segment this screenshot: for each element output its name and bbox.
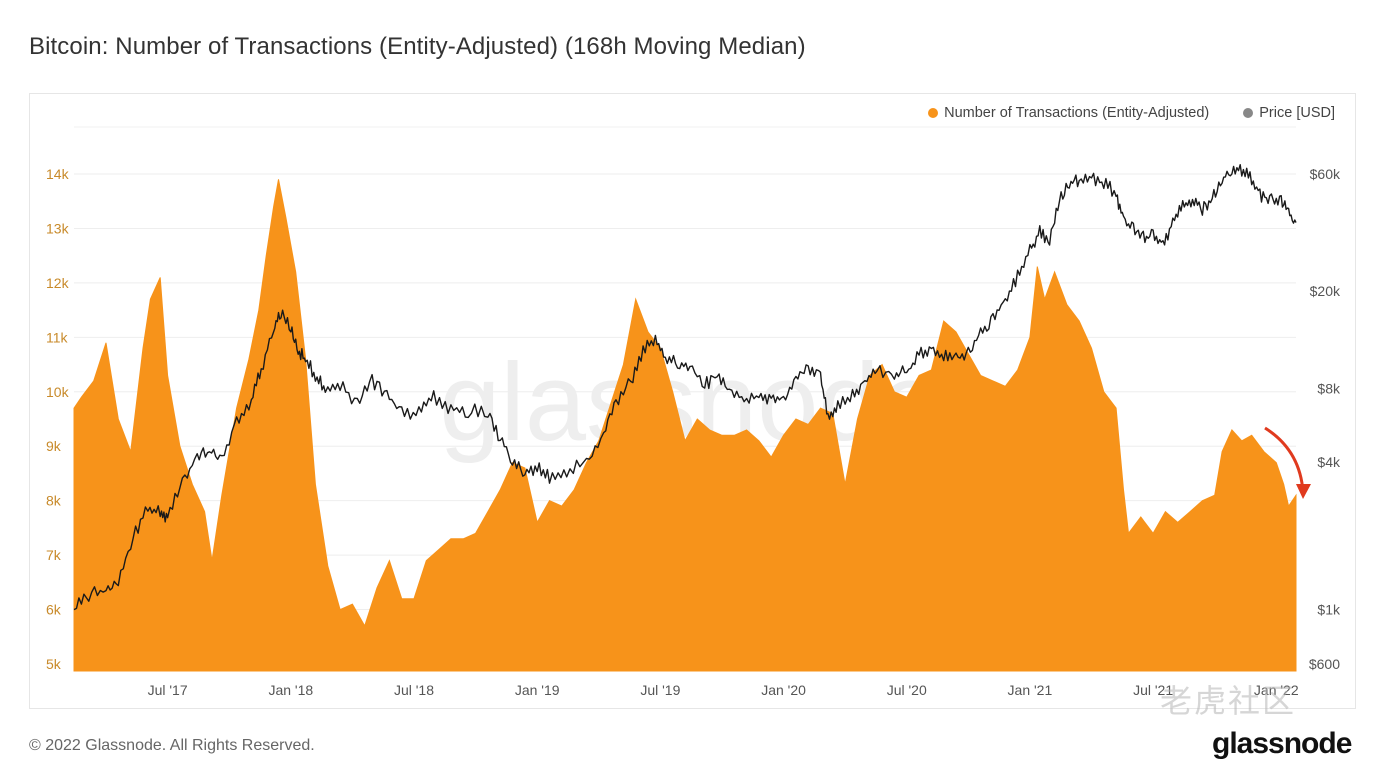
left-axis: 5k 6k 7k 8k 9k 10k 11k 12k 13k 14k [46,166,70,672]
legend-label: Price [USD] [1259,105,1335,121]
chart-panel [29,93,1356,709]
x-tick-label: Jan '18 [268,682,313,698]
x-tick-label: Jan '22 [1254,682,1299,698]
left-tick-label: 11k [46,329,69,345]
x-tick-label: Jul '17 [148,682,188,698]
trend-arrow [1264,426,1311,499]
transactions-area [73,179,1297,672]
copyright-text: © 2022 Glassnode. All Rights Reserved. [29,737,315,754]
left-tick-label: 8k [46,493,62,509]
left-tick-label: 14k [46,166,70,182]
brand-logo: glassnode [1212,727,1352,760]
right-tick-label: $8k [1317,380,1341,396]
x-tick-label: Jan '20 [761,682,806,698]
chart-legend: Number of Transactions (Entity-Adjusted)… [928,105,1335,121]
x-tick-label: Jan '19 [515,682,560,698]
x-tick-label: Jul '19 [640,682,680,698]
overlay-watermark: 老虎社区 [1160,683,1297,719]
legend-item-transactions[interactable]: Number of Transactions (Entity-Adjusted) [928,105,1209,121]
left-tick-label: 13k [46,220,70,236]
x-axis: Jul '17 Jan '18 Jul '18 Jan '19 Jul '19 Jan '… [148,682,1299,698]
price-line [73,164,1297,611]
left-tick-label: 9k [46,438,62,454]
left-tick-label: 5k [46,656,62,672]
right-axis: $600 $1k $4k $8k $20k $60k [1309,166,1341,672]
legend-dot-icon [1243,108,1254,118]
x-tick-label: Jan '21 [1008,682,1053,698]
right-tick-label: $60k [1310,166,1341,182]
right-tick-label: $20k [1310,283,1341,299]
left-tick-label: 10k [46,384,70,400]
right-tick-label: $1k [1317,602,1341,618]
left-tick-label: 7k [46,547,62,563]
legend-item-price[interactable]: Price [USD] [1243,105,1335,121]
left-tick-label: 12k [46,275,70,291]
x-tick-label: Jul '20 [887,682,927,698]
x-tick-label: Jul '18 [394,682,434,698]
x-tick-label: Jul '21 [1133,682,1173,698]
page-title: Bitcoin: Number of Transactions (Entity-… [29,33,806,60]
right-tick-label: $4k [1317,454,1341,470]
legend-label: Number of Transactions (Entity-Adjusted) [944,105,1210,121]
legend-dot-icon [928,108,939,118]
left-tick-label: 6k [46,602,62,618]
right-tick-label: $600 [1309,656,1340,672]
